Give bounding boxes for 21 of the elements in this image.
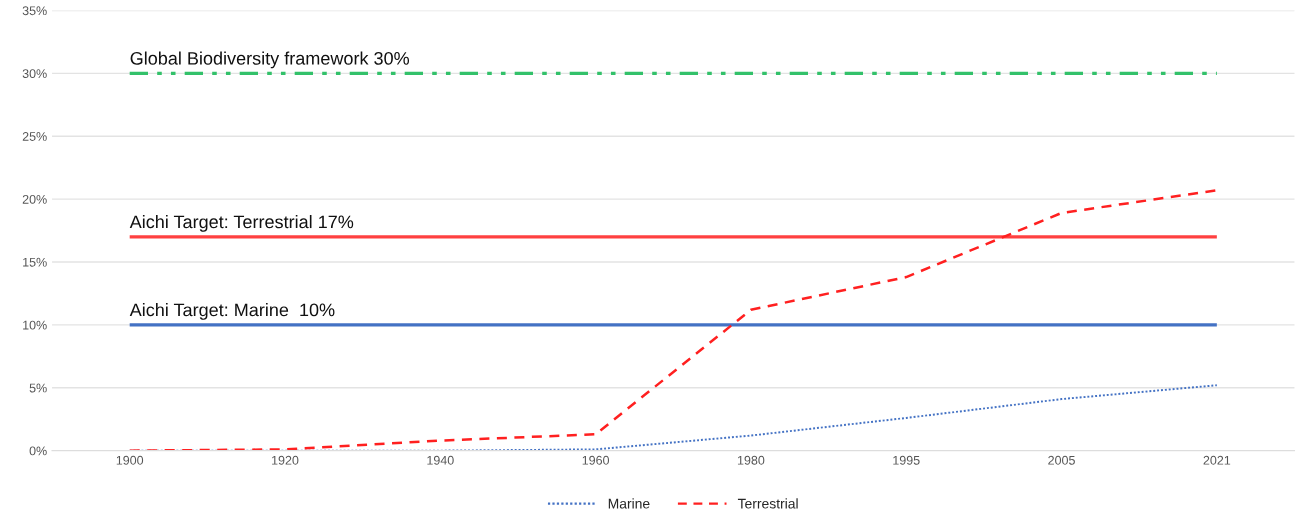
y-tick-label: 30% bbox=[22, 69, 47, 79]
y-tick-label: 0% bbox=[29, 446, 47, 456]
x-tick-label: 1995 bbox=[893, 455, 920, 465]
x-tick-label: 1960 bbox=[582, 455, 610, 465]
x-tick-label: 1940 bbox=[427, 455, 454, 465]
y-tick-label: 35% bbox=[22, 6, 47, 16]
x-tick-label: 1900 bbox=[116, 455, 144, 465]
y-tick-label: 10% bbox=[23, 320, 47, 330]
y-tick-label: 15% bbox=[23, 257, 47, 267]
ref-line-label: Aichi Target: Terrestrial 17% bbox=[129, 214, 354, 232]
legend-label: Marine bbox=[608, 498, 650, 509]
ref-line-label: Global Biodiversity framework 30% bbox=[130, 51, 410, 69]
ref-line-label: Aichi Target: Marine 10% bbox=[129, 303, 335, 320]
y-tick-label: 20% bbox=[22, 194, 47, 204]
y-tick-label: 25% bbox=[22, 132, 47, 141]
x-tick-label: 1980 bbox=[737, 455, 765, 465]
x-tick-label: 2005 bbox=[1048, 455, 1075, 465]
x-tick-label: 2021 bbox=[1203, 455, 1231, 465]
y-tick-label: 5% bbox=[29, 383, 47, 393]
legend-label: Terrestrial bbox=[737, 498, 798, 509]
x-tick-label: 1920 bbox=[272, 455, 299, 465]
